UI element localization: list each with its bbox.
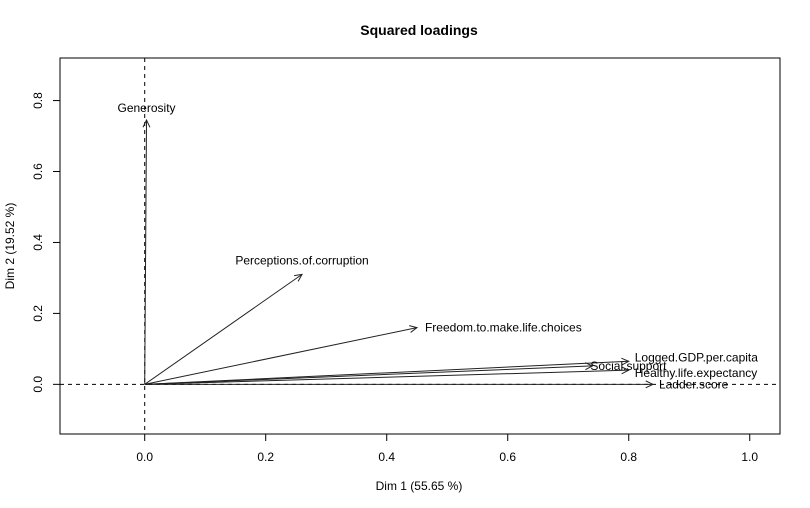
arrow-ladder-score: Ladder.score (144, 377, 729, 391)
y-tick-label: 0.0 (31, 376, 45, 393)
arrow-social-support: Social.support (144, 359, 667, 385)
arrow-freedom-to-make-life-choices: Freedom.to.make.life.choices (144, 321, 582, 385)
arrow-line (144, 327, 418, 385)
x-axis-title: Dim 1 (55.65 %) (376, 479, 463, 493)
arrow-label: Ladder.score (659, 377, 729, 391)
arrow-label: Social.support (590, 359, 667, 373)
y-tick-label: 0.8 (31, 92, 45, 109)
arrow-generosity: Generosity (118, 101, 176, 385)
x-tick-label: 0.2 (257, 450, 274, 464)
x-tick-label: 0.8 (620, 450, 637, 464)
x-tick-label: 1.0 (741, 450, 758, 464)
arrow-logged-gdp-per-capita: Logged.GDP.per.capita (144, 350, 759, 385)
chart-title: Squared loadings (360, 22, 478, 38)
arrow-healthy-life-expectancy: Healthy.life.expectancy (144, 366, 758, 385)
arrow-line (144, 120, 148, 385)
arrow-head (645, 380, 655, 389)
x-tick-label: 0.6 (499, 450, 516, 464)
arrow-line (144, 273, 303, 385)
arrow-line (144, 369, 629, 385)
x-tick-label: 0.4 (378, 450, 395, 464)
arrow-perceptions-of-corruption: Perceptions.of.corruption (144, 253, 369, 385)
arrow-label: Healthy.life.expectancy (635, 366, 758, 380)
x-axis: 0.0 0.2 0.4 0.6 0.8 1.0 (136, 434, 758, 464)
arrow-label: Perceptions.of.corruption (235, 253, 368, 267)
y-tick-label: 0.2 (31, 305, 45, 322)
arrow-label: Generosity (118, 101, 176, 115)
plot-frame (59, 57, 781, 435)
arrow-head (409, 325, 419, 333)
x-tick-label: 0.0 (136, 450, 153, 464)
arrow-head (621, 366, 630, 375)
y-tick-label: 0.4 (31, 234, 45, 251)
arrow-head (621, 357, 630, 366)
y-tick-label: 0.6 (31, 163, 45, 180)
arrow-head (142, 118, 151, 128)
y-axis: 0.0 0.2 0.4 0.6 0.8 (31, 92, 60, 393)
arrow-line (144, 360, 629, 385)
arrow-head (584, 362, 594, 371)
arrow-line (144, 365, 593, 385)
arrow-head (294, 273, 303, 282)
arrow-label: Logged.GDP.per.capita (635, 350, 759, 364)
arrow-label: Freedom.to.make.life.choices (425, 321, 582, 335)
y-axis-title: Dim 2 (19.52 %) (3, 203, 17, 290)
loading-arrows: Generosity Perceptions.of.corruption Freed… (118, 101, 759, 391)
